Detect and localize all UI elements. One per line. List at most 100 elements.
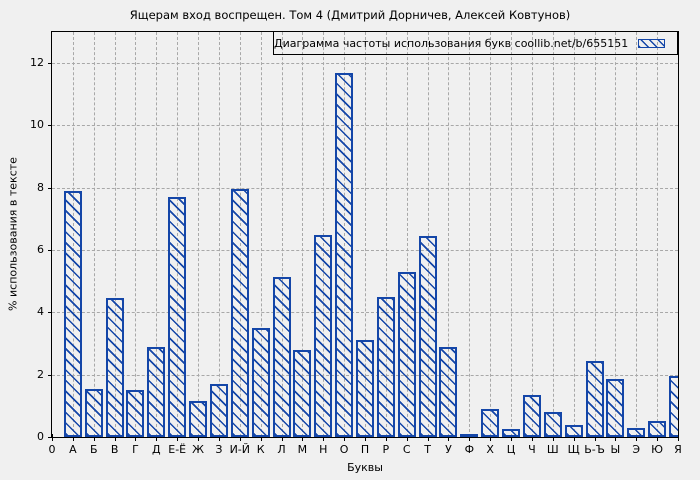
x-tick-Г [135,434,137,441]
x-tick-label-Я: Я [674,443,682,456]
x-tick-label-Д: Д [152,443,161,456]
x-gridline-Ы [615,32,617,437]
bar-Г [126,390,145,437]
x-gridline-Л [281,32,283,437]
bar-Е-Ё [168,197,187,437]
x-tick-Ж [198,434,200,441]
x-tick-label-0: 0 [48,443,56,456]
x-tick-Ц [511,434,513,441]
legend-hatch-swatch-icon [638,38,665,48]
bar-Ч [522,394,541,437]
x-tick-Ы [615,434,617,441]
x-tick-В [114,434,116,441]
bar-С [397,271,416,437]
x-tick-И-Й [239,434,241,441]
y-tick-4 [48,312,55,314]
x-tick-label-Ж: Ж [192,443,204,456]
x-gridline-Д [156,32,158,437]
x-tick-Я [678,434,679,441]
bar-Ш [543,412,562,437]
x-gridline-Щ [573,32,575,437]
x-tick-О [344,434,346,441]
bar-У [439,346,458,437]
y-tick-8 [48,187,55,189]
x-gridline-Ь-Ъ [594,32,596,437]
x-tick-Э [636,434,638,441]
bar-Ф [460,433,479,437]
x-tick-Ш [552,434,554,441]
legend-box: Диаграмма частоты использования букв coo… [273,32,678,55]
y-tick-label-12: 12 [30,56,44,70]
x-tick-label-Е-Ё: Е-Ё [168,443,187,456]
y-tick-label-6: 6 [37,243,44,257]
x-tick-label-С: С [402,443,411,456]
x-gridline-Э [636,32,638,437]
bar-Л [272,276,291,437]
x-gridline-У [448,32,450,437]
x-gridline-П [365,32,366,437]
y-tick-2 [48,374,55,376]
y-tick-10 [48,125,55,127]
x-tick-Н [323,434,325,441]
y-tick-0 [48,437,55,438]
x-tick-Л [281,434,283,441]
x-gridline-С [406,32,408,437]
x-tick-label-Х: Х [486,443,494,456]
bar-Ю [648,421,667,437]
bar-Х [481,408,500,437]
x-tick-label-И-Й: И-Й [229,443,251,456]
bar-К [251,327,270,437]
y-tick-label-10: 10 [30,118,44,132]
x-tick-0 [52,434,53,441]
bar-Ц [502,429,521,437]
x-tick-label-В: В [110,443,119,456]
y-tick-label-4: 4 [37,305,44,319]
x-gridline-Б [93,32,95,437]
x-tick-С [406,434,408,441]
x-gridline-Ж [198,32,200,437]
x-tick-label-П: П [360,443,370,456]
bar-Н [314,234,333,437]
x-tick-З [218,434,220,441]
x-tick-label-К: К [256,443,265,456]
x-tick-Д [156,434,158,441]
bar-М [293,349,312,437]
x-tick-label-Ю: Ю [651,443,664,456]
x-tick-label-Ь-Ъ: Ь-Ъ [584,443,605,456]
x-gridline-Т [427,32,429,437]
y-tick-label-8: 8 [37,180,44,194]
x-tick-label-Ы: Ы [610,443,621,456]
bar-П [356,340,374,437]
y-tick-label-2: 2 [37,367,44,381]
x-tick-label-Р: Р [382,443,390,456]
x-tick-label-О: О [339,443,349,456]
x-gridline-Х [490,32,492,437]
x-tick-label-Б: Б [89,443,98,456]
plot-area: Диаграмма частоты использования букв coo… [51,31,679,438]
x-tick-Б [93,434,95,441]
x-tick-label-Ш: Ш [546,443,559,456]
x-gridline-Ф [469,32,471,437]
bar-Э [627,427,646,437]
x-tick-label-Т: Т [424,443,431,456]
x-gridline-К [260,32,262,437]
x-tick-label-Ч: Ч [528,443,536,456]
chart-title: Ящерам вход воспрещен. Том 4 (Дмитрий До… [129,8,571,22]
x-gridline-Р [385,32,387,437]
x-tick-Ь-Ъ [594,434,596,441]
x-tick-label-Ц: Ц [506,443,516,456]
x-tick-label-Л: Л [277,443,286,456]
bar-О [335,72,354,437]
bar-Щ [564,424,583,437]
legend-label: Диаграмма частоты использования букв coo… [274,36,629,50]
x-tick-label-Н: Н [319,443,328,456]
x-tick-Р [385,434,387,441]
x-gridline-З [218,32,220,437]
bar-Д [147,346,166,437]
x-tick-Ч [531,434,533,441]
y-tick-12 [48,63,55,65]
x-tick-Щ [573,434,575,441]
x-tick-label-З: З [215,443,223,456]
x-tick-label-Ф: Ф [464,443,475,456]
